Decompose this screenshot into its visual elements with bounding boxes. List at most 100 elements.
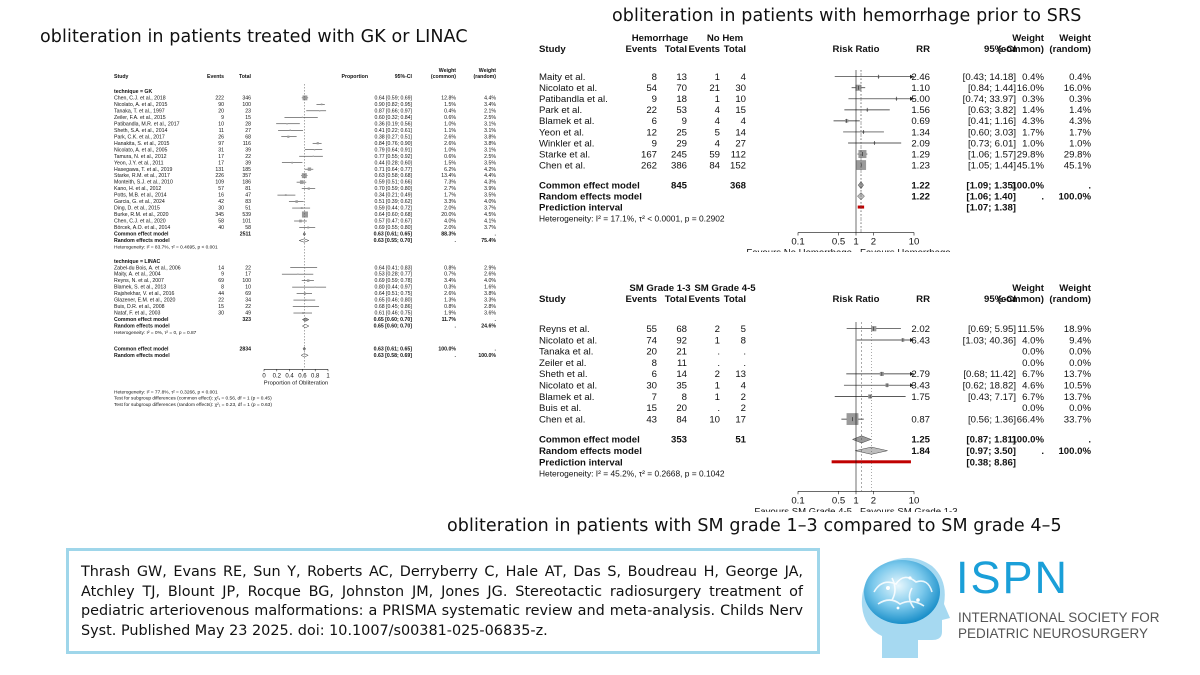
total-2: 27 — [735, 138, 746, 149]
study-row-events: 131 — [215, 167, 224, 173]
prediction-interval-ci: [0.38; 8.86] — [966, 457, 1016, 468]
common-effect-weight-common: 100.0% — [1011, 180, 1044, 191]
study-row-total: 58 — [245, 225, 251, 231]
study-row-label: Zabel-du Bois, A. et al., 2006 — [114, 265, 181, 271]
study-row-total: 100 — [242, 102, 251, 108]
study-name: Zeiler et al. — [539, 358, 586, 369]
rr-value: 5.00 — [911, 94, 930, 105]
study-row-weight-common: 1.0% — [444, 121, 456, 127]
ci-value: [1.06; 1.57] — [968, 149, 1016, 160]
study-row-total: 17 — [245, 272, 251, 278]
study-row-total: 39 — [245, 147, 251, 153]
total-2: 4 — [741, 116, 747, 127]
study-row-label: Reyns, N. et al., 2007 — [114, 278, 164, 284]
axis-tick-label: 2 — [871, 237, 876, 248]
total-1: 245 — [671, 149, 687, 160]
axis-tick-label: 1 — [853, 237, 858, 248]
study-row-events: 17 — [218, 160, 224, 166]
events-2: 1 — [715, 335, 720, 346]
events-1: 8 — [652, 358, 657, 369]
total-2: 17 — [735, 414, 746, 425]
total-1: 70 — [676, 83, 687, 94]
header-group-2: SM Grade 4-5 — [694, 283, 756, 294]
common-effect-total-2: 368 — [730, 180, 747, 191]
study-name: Starke et al. — [539, 149, 590, 160]
random-effects-weight-common: . — [1041, 446, 1044, 457]
random-effects-row-weight-random: 24.6% — [481, 324, 496, 330]
study-row-weight-common: 3.3% — [444, 199, 456, 205]
rr-value: 2.46 — [911, 72, 930, 83]
effect-square — [291, 161, 293, 164]
study-row-weight-common: 1.3% — [444, 298, 456, 304]
total-1: 53 — [676, 105, 687, 116]
axis-tick-label: 0.5 — [832, 237, 845, 248]
study-row-total: 47 — [245, 193, 251, 199]
total-2: 4 — [741, 381, 747, 392]
header-ci: 95%-CI — [984, 294, 1016, 305]
weight-common: 1.4% — [1022, 105, 1044, 116]
axis-tick-label: 0 — [262, 373, 266, 379]
common-effect-row-weight-random: . — [495, 232, 497, 238]
header-group-1: SM Grade 1-3 — [629, 283, 690, 294]
study-name: Winkler et al. — [539, 138, 594, 149]
header-total-1: Total — [665, 44, 687, 55]
study-row-events: 222 — [215, 95, 224, 101]
random-effects-weight-random: 100.0% — [1058, 446, 1091, 457]
axis-tick-label: 2 — [871, 495, 876, 506]
study-row-weight-common: 4.0% — [444, 219, 456, 225]
study-row-total: 116 — [243, 141, 251, 147]
study-row-weight-random: 2.9% — [484, 265, 496, 271]
study-row-label: Patibandla, M.R. et al., 2017 — [114, 121, 180, 127]
axis-tick-label: 0.2 — [273, 373, 282, 379]
effect-square — [302, 312, 304, 314]
weight-random: 0.0% — [1069, 347, 1091, 358]
random-effects-ci: [0.97; 3.50] — [966, 446, 1016, 457]
common-effect-row-ci: 0.63 [0.61; 0.65] — [374, 232, 413, 238]
study-name: Maity et al. — [539, 72, 585, 83]
study-row-weight-common: 0.3% — [444, 285, 456, 291]
header-weight-common-sub: (common) — [431, 74, 456, 80]
random-effects-row-label: Random effects model — [114, 324, 170, 330]
effect-square — [314, 286, 316, 288]
study-row-ci: 0.64 [0.60; 0.68] — [375, 212, 413, 218]
common-effect-rr: 1.25 — [911, 435, 930, 446]
common-effect-label: Common effect model — [539, 180, 640, 191]
study-row-ci: 0.51 [0.39; 0.62] — [375, 199, 413, 205]
study-name: Reyns et al. — [539, 324, 590, 335]
study-row-total: 539 — [242, 212, 251, 218]
header-risk-ratio: Risk Ratio — [833, 294, 880, 305]
total-1: 84 — [676, 414, 687, 425]
total-2: 10 — [735, 94, 746, 105]
events-1: 262 — [641, 160, 657, 171]
total-1: 68 — [676, 324, 687, 335]
study-row-weight-random: 4.5% — [484, 212, 496, 218]
study-row-weight-common: 0.6% — [444, 115, 456, 121]
study-row-total: 83 — [245, 199, 251, 205]
footer-text: Test for subgroup differences (common ef… — [114, 396, 272, 402]
random-effects-label: Random effects model — [539, 192, 642, 203]
ci-value: [0.62; 18.82] — [963, 381, 1016, 392]
total-2: 5 — [741, 324, 746, 335]
weight-common: 0.3% — [1022, 94, 1044, 105]
ci-value: [0.60; 3.03] — [968, 127, 1016, 138]
study-row-ci: 0.90 [0.82; 0.95] — [375, 102, 413, 108]
weight-common: 4.0% — [1022, 335, 1044, 346]
study-row-total: 10 — [245, 285, 251, 291]
random-effects-weight-random: 100.0% — [1058, 192, 1091, 203]
study-row-weight-common: 0.4% — [444, 108, 456, 114]
header-weight-common: Weight — [1012, 283, 1045, 294]
weight-random: 4.3% — [1069, 116, 1091, 127]
study-row-events: 31 — [218, 147, 224, 153]
study-row-ci: 0.44 [0.28; 0.60] — [375, 160, 413, 166]
events-1: 6 — [652, 116, 657, 127]
study-row-ci: 0.68 [0.45; 0.86] — [375, 304, 413, 310]
random-effects-weight-common: . — [1041, 192, 1044, 203]
study-row-weight-random: 4.1% — [484, 219, 496, 225]
total-2: 2 — [741, 403, 746, 414]
header-study: Study — [114, 74, 129, 80]
common-effect-ci: [1.09; 1.35] — [966, 180, 1016, 191]
weight-common: 4.3% — [1022, 116, 1044, 127]
header-rr: RR — [916, 294, 930, 305]
random-effects-diamond — [301, 324, 310, 329]
events-2: 10 — [709, 414, 720, 425]
